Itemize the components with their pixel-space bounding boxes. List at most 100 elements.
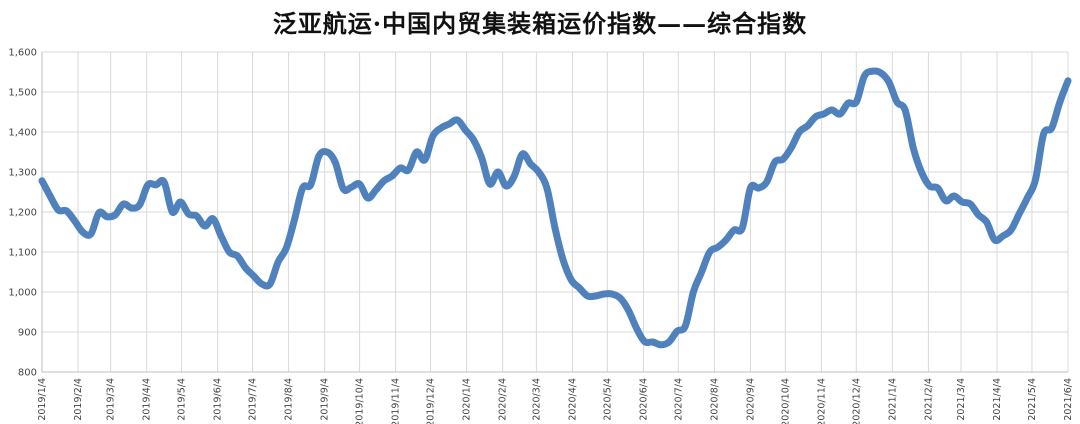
x-tick-label: 2021/5/4 <box>1027 378 1038 421</box>
data-point <box>600 290 608 298</box>
data-point <box>934 184 941 192</box>
x-tick-label: 2020/4/4 <box>567 378 578 421</box>
data-point <box>1015 210 1023 218</box>
data-point <box>226 248 233 256</box>
data-point <box>682 322 689 330</box>
data-point <box>1056 98 1064 106</box>
y-tick-label: 800 <box>18 368 37 379</box>
data-point <box>315 152 323 160</box>
data-point <box>380 177 388 184</box>
data-point <box>348 184 355 191</box>
data-point <box>771 158 779 166</box>
x-tick-label: 2021/1/4 <box>887 378 898 421</box>
data-point <box>55 206 62 214</box>
data-point <box>910 144 917 152</box>
y-tick-label: 1,600 <box>8 48 37 59</box>
series-line <box>38 67 1072 349</box>
x-tick-label: 2019/1/4 <box>37 378 48 421</box>
data-point <box>120 200 127 208</box>
data-point <box>926 182 933 190</box>
data-point <box>1040 130 1047 138</box>
data-point <box>804 122 811 130</box>
data-point <box>576 284 583 292</box>
data-point <box>942 197 950 204</box>
y-tick-label: 1,300 <box>8 168 37 179</box>
data-point <box>478 154 485 162</box>
data-point <box>633 324 640 332</box>
x-tick-label: 2021/4/4 <box>992 378 1003 421</box>
y-tick-label: 1,200 <box>8 208 37 219</box>
x-tick-label: 2019/11/4 <box>391 378 402 424</box>
x-tick-label: 2020/7/4 <box>673 378 684 421</box>
data-point <box>568 276 575 284</box>
data-point <box>755 184 762 192</box>
x-tick-label: 2020/1/4 <box>462 378 473 421</box>
data-point <box>169 208 176 216</box>
data-point <box>372 186 380 194</box>
x-tick-label: 2019/3/4 <box>106 378 117 421</box>
data-point <box>918 168 925 176</box>
data-point <box>266 280 274 288</box>
x-tick-label: 2020/8/4 <box>709 378 720 421</box>
grid-lines <box>41 51 1069 373</box>
y-tick-label: 900 <box>18 328 37 339</box>
data-point <box>364 194 371 202</box>
data-point <box>763 178 770 186</box>
data-point <box>649 338 656 346</box>
x-axis-ticks: 2019/1/4 2019/2/4 2019/3/4 2019/4/4 2019/5/4… <box>37 378 1074 424</box>
y-tick-label: 1,500 <box>8 88 37 99</box>
data-point <box>673 328 681 335</box>
data-point <box>307 181 314 188</box>
data-point <box>901 106 909 114</box>
data-point <box>861 72 868 80</box>
data-point <box>112 211 119 218</box>
data-point <box>853 98 860 106</box>
data-point <box>584 292 591 300</box>
x-tick-label: 2020/3/4 <box>531 378 542 421</box>
data-point <box>413 148 420 156</box>
data-point <box>185 210 192 218</box>
data-point <box>38 177 46 184</box>
x-tick-label: 2019/8/4 <box>284 378 295 421</box>
data-point <box>429 132 437 140</box>
data-point <box>787 144 795 152</box>
data-point <box>1064 77 1072 85</box>
data-point <box>877 69 884 77</box>
data-point <box>869 68 876 75</box>
data-point <box>975 211 982 218</box>
x-tick-label: 2020/10/4 <box>780 378 791 424</box>
data-point <box>144 181 152 188</box>
data-point <box>625 306 632 314</box>
data-point <box>454 116 461 124</box>
data-point <box>592 292 599 300</box>
x-tick-label: 2019/12/4 <box>426 378 437 424</box>
data-point <box>698 268 705 276</box>
data-point <box>177 198 184 206</box>
x-tick-label: 2020/5/4 <box>602 378 613 421</box>
data-point <box>250 272 257 280</box>
x-tick-label: 2021/6/4 <box>1063 378 1074 421</box>
data-point <box>340 185 347 192</box>
data-point <box>299 184 306 192</box>
data-point <box>95 209 103 216</box>
data-point <box>274 258 282 266</box>
data-point <box>844 100 852 107</box>
data-point <box>1048 124 1055 132</box>
data-point <box>470 136 477 144</box>
data-point <box>893 98 901 106</box>
data-point <box>356 180 363 188</box>
data-point <box>486 180 494 188</box>
x-tick-label: 2020/2/4 <box>498 378 509 421</box>
data-point <box>999 232 1007 240</box>
data-point <box>405 166 412 174</box>
data-point <box>608 290 616 298</box>
data-point <box>958 198 966 206</box>
series-group <box>38 67 1072 349</box>
data-point <box>494 168 502 176</box>
data-point <box>665 338 673 346</box>
data-point <box>543 184 551 192</box>
data-point <box>690 288 697 296</box>
data-point <box>323 148 331 156</box>
x-tick-label: 2019/6/4 <box>213 378 224 421</box>
